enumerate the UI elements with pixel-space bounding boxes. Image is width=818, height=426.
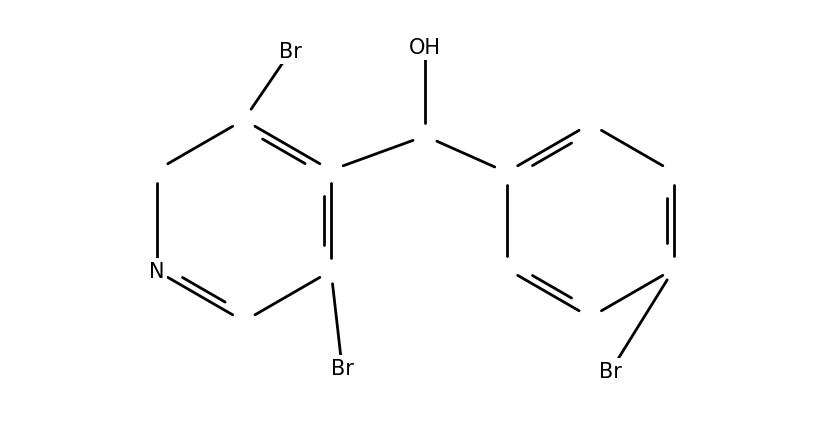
Text: Br: Br [599, 361, 622, 381]
Text: N: N [149, 261, 164, 281]
Text: OH: OH [409, 38, 441, 58]
Text: Br: Br [330, 358, 353, 378]
Text: Br: Br [279, 42, 302, 62]
